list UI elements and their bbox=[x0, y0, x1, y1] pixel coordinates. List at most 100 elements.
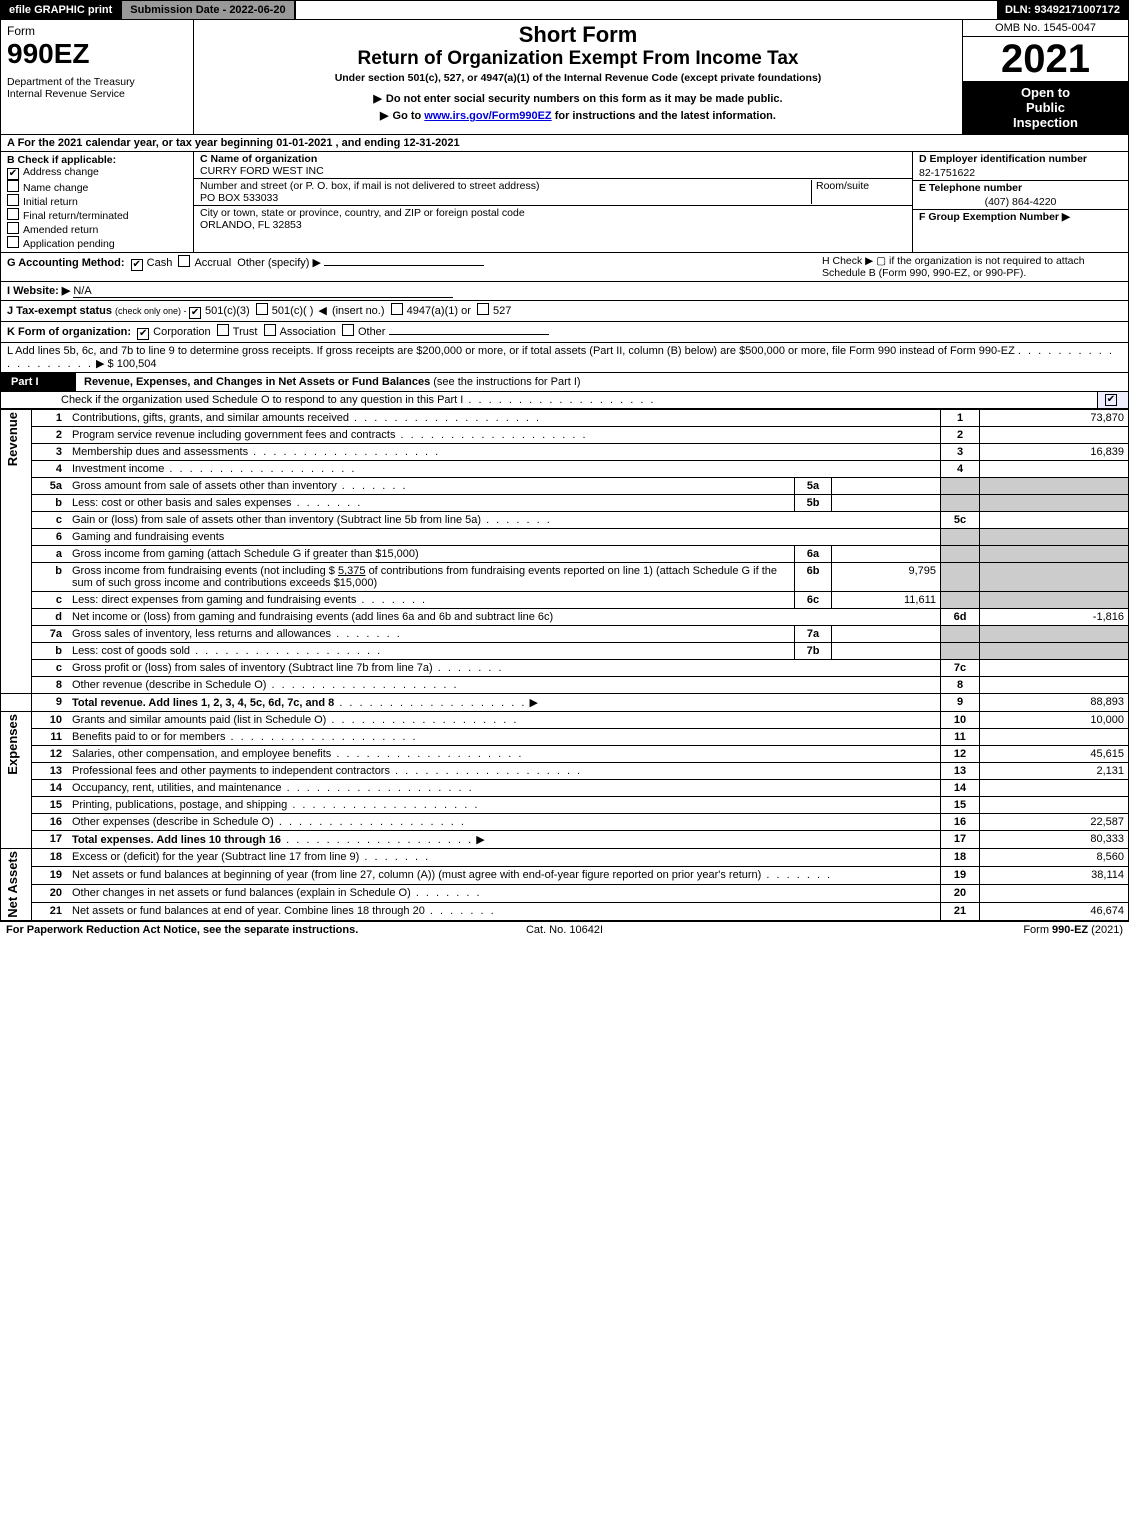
line-9-code: 9 bbox=[941, 694, 980, 712]
irs-link[interactable]: www.irs.gov/Form990EZ bbox=[424, 110, 551, 122]
j-label: J Tax-exempt status bbox=[7, 305, 112, 317]
line-10-num: 10 bbox=[32, 712, 69, 729]
line-6c-subcode: 6c bbox=[795, 592, 832, 609]
line-6-num: 6 bbox=[32, 529, 69, 546]
part-i-table: Revenue 1 Contributions, gifts, grants, … bbox=[0, 409, 1129, 921]
footer-right: Form 990-EZ (2021) bbox=[751, 924, 1123, 936]
line-7c-code: 7c bbox=[941, 660, 980, 677]
check-4947[interactable] bbox=[391, 305, 407, 317]
goto-line: Go to www.irs.gov/Form990EZ for instruct… bbox=[200, 109, 956, 122]
check-corporation[interactable] bbox=[137, 326, 153, 338]
check-initial-return[interactable] bbox=[7, 196, 23, 208]
line-17-num: 17 bbox=[32, 831, 69, 849]
check-cash[interactable] bbox=[131, 257, 147, 269]
e-phone-label: E Telephone number bbox=[913, 180, 1128, 195]
check-address-change[interactable] bbox=[7, 166, 23, 178]
line-14-num: 14 bbox=[32, 780, 69, 797]
line-7b-num: b bbox=[32, 643, 69, 660]
revenue-side-label: Revenue bbox=[5, 412, 20, 466]
check-application-pending[interactable] bbox=[7, 238, 23, 250]
line-15-num: 15 bbox=[32, 797, 69, 814]
line-7c-desc: Gross profit or (loss) from sales of inv… bbox=[72, 662, 433, 674]
check-501c3[interactable] bbox=[189, 305, 205, 317]
line-17-code: 17 bbox=[941, 831, 980, 849]
line-10-val: 10,000 bbox=[980, 712, 1129, 729]
line-13-val: 2,131 bbox=[980, 763, 1129, 780]
ssn-warning: Do not enter social security numbers on … bbox=[200, 92, 956, 105]
short-form-title: Short Form bbox=[200, 22, 956, 48]
omb-number: OMB No. 1545-0047 bbox=[963, 20, 1128, 37]
check-association[interactable] bbox=[264, 326, 280, 338]
efile-label: efile GRAPHIC print bbox=[1, 1, 120, 19]
check-501c[interactable] bbox=[256, 305, 272, 317]
line-2-val bbox=[980, 427, 1129, 444]
i-label: I Website: ▶ bbox=[7, 285, 70, 297]
line-10-desc: Grants and similar amounts paid (list in… bbox=[72, 714, 326, 726]
line-4-desc: Investment income bbox=[72, 463, 164, 475]
check-527[interactable] bbox=[477, 305, 493, 317]
line-10-code: 10 bbox=[941, 712, 980, 729]
line-15-val bbox=[980, 797, 1129, 814]
section-l: L Add lines 5b, 6c, and 7b to line 9 to … bbox=[0, 343, 1129, 373]
footer-left: For Paperwork Reduction Act Notice, see … bbox=[6, 924, 378, 936]
line-5c-code: 5c bbox=[941, 512, 980, 529]
l-amount: $ 100,504 bbox=[108, 358, 157, 370]
g-label: G Accounting Method: bbox=[7, 257, 125, 269]
line-14-desc: Occupancy, rent, utilities, and maintena… bbox=[72, 782, 282, 794]
check-accrual[interactable] bbox=[178, 257, 194, 269]
org-street: PO BOX 533033 bbox=[200, 192, 278, 204]
line-5b-desc: Less: cost or other basis and sales expe… bbox=[72, 497, 292, 509]
line-6d-code: 6d bbox=[941, 609, 980, 626]
line-8-desc: Other revenue (describe in Schedule O) bbox=[72, 679, 266, 691]
label-initial-return: Initial return bbox=[23, 196, 78, 208]
label-name-change: Name change bbox=[23, 182, 88, 194]
submission-date: Submission Date - 2022-06-20 bbox=[120, 1, 295, 19]
check-other-org[interactable] bbox=[342, 326, 358, 338]
check-name-change[interactable] bbox=[7, 182, 23, 194]
label-4947: 4947(a)(1) or bbox=[407, 305, 471, 317]
line-16-val: 22,587 bbox=[980, 814, 1129, 831]
line-11-val bbox=[980, 729, 1129, 746]
line-6a-subcode: 6a bbox=[795, 546, 832, 563]
check-amended-return[interactable] bbox=[7, 224, 23, 236]
line-5a-subval bbox=[832, 478, 941, 495]
part-i-label: Part I bbox=[1, 373, 76, 391]
check-schedule-o[interactable] bbox=[1105, 392, 1121, 404]
line-6b-subval: 9,795 bbox=[832, 563, 941, 592]
label-other-org: Other bbox=[358, 326, 386, 338]
line-1-val: 73,870 bbox=[980, 410, 1129, 427]
line-21-num: 21 bbox=[32, 902, 69, 920]
line-14-code: 14 bbox=[941, 780, 980, 797]
line-6d-num: d bbox=[32, 609, 69, 626]
line-14-val bbox=[980, 780, 1129, 797]
line-6a-desc: Gross income from gaming (attach Schedul… bbox=[72, 548, 419, 560]
line-2-desc: Program service revenue including govern… bbox=[72, 429, 395, 441]
label-final-return: Final return/terminated bbox=[23, 210, 129, 222]
schedule-o-text: Check if the organization used Schedule … bbox=[61, 394, 463, 406]
section-b: B Check if applicable: Address change Na… bbox=[1, 152, 194, 252]
line-20-desc: Other changes in net assets or fund bala… bbox=[72, 887, 411, 899]
line-19-code: 19 bbox=[941, 866, 980, 884]
line-18-desc: Excess or (deficit) for the year (Subtra… bbox=[72, 851, 359, 863]
line-1-code: 1 bbox=[941, 410, 980, 427]
line-6b-num: b bbox=[32, 563, 69, 592]
check-trust[interactable] bbox=[217, 326, 233, 338]
line-9-val: 88,893 bbox=[980, 694, 1129, 712]
under-section: Under section 501(c), 527, or 4947(a)(1)… bbox=[200, 72, 956, 84]
line-20-val bbox=[980, 884, 1129, 902]
line-6a-subval bbox=[832, 546, 941, 563]
line-21-code: 21 bbox=[941, 902, 980, 920]
j-sub: (check only one) - bbox=[115, 306, 189, 316]
label-insert-no: (insert no.) bbox=[329, 305, 385, 317]
irs-label: Internal Revenue Service bbox=[7, 88, 187, 100]
line-20-num: 20 bbox=[32, 884, 69, 902]
line-13-code: 13 bbox=[941, 763, 980, 780]
line-7a-desc: Gross sales of inventory, less returns a… bbox=[72, 628, 331, 640]
line-19-num: 19 bbox=[32, 866, 69, 884]
section-k: K Form of organization: Corporation Trus… bbox=[0, 322, 1129, 343]
label-527: 527 bbox=[493, 305, 511, 317]
label-501c3: 501(c)(3) bbox=[205, 305, 250, 317]
check-final-return[interactable] bbox=[7, 210, 23, 222]
line-4-num: 4 bbox=[32, 461, 69, 478]
part-i-title2: (see the instructions for Part I) bbox=[433, 376, 580, 388]
